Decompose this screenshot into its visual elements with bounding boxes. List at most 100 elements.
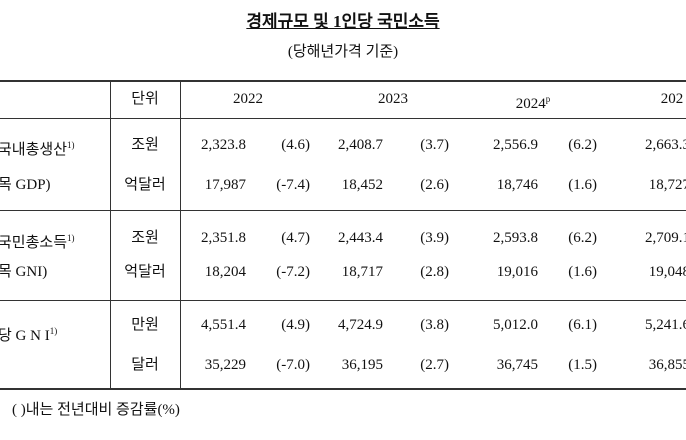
text: 국민총소득 (0, 235, 68, 251)
change: (-7.0) (250, 355, 310, 375)
value: 2,593.8 (448, 228, 538, 248)
change: (1.6) (537, 175, 597, 195)
text: 만원 (131, 317, 159, 333)
rule (0, 300, 686, 301)
text: (6.2) (568, 137, 597, 153)
unit: 만원 (110, 315, 180, 335)
text: 36,855 (648, 357, 686, 373)
value: 5,241.6 (600, 315, 686, 335)
text: 18,746 (496, 177, 538, 193)
text: (1.6) (568, 264, 597, 280)
row-label: 당 G N I1) (0, 321, 110, 346)
text: (3.8) (420, 317, 449, 333)
subtitle: (당해년가격 기준) (287, 44, 399, 60)
text: 2,556.9 (493, 137, 538, 153)
value: 19,016 (448, 262, 538, 282)
text: (6.1) (568, 317, 597, 333)
text: 2024 (515, 96, 546, 112)
text: 2,443.4 (338, 230, 383, 246)
value: 36,745 (448, 355, 538, 375)
rule (0, 388, 686, 390)
change: (2.8) (389, 262, 449, 282)
text: (-7.0) (276, 357, 310, 373)
row-label: 목 GNI) (0, 262, 110, 282)
superscript: 1) (49, 326, 58, 336)
value: 36,195 (293, 355, 383, 375)
text: 5,012.0 (493, 317, 538, 333)
value: 2,443.4 (293, 228, 383, 248)
text: 4,724.9 (338, 317, 383, 333)
change: (6.2) (537, 228, 597, 248)
column-rule (110, 80, 111, 388)
value: 18,746 (448, 175, 538, 195)
change: (2.6) (389, 175, 449, 195)
superscript: 1) (67, 140, 75, 150)
change: (3.7) (389, 135, 449, 155)
value: 5,012.0 (448, 315, 538, 335)
text: 19,048 (648, 264, 686, 280)
value: 4,724.9 (293, 315, 383, 335)
rule (0, 210, 686, 211)
value: 35,229 (156, 355, 246, 375)
unit: 조원 (110, 228, 180, 248)
superscript: 1) (67, 233, 75, 243)
text: 억달러 (124, 264, 166, 280)
unit: 억달러 (110, 262, 180, 282)
unit: 조원 (110, 135, 180, 155)
row-label: 국내총생산1) (0, 135, 110, 160)
text: 36,195 (341, 357, 383, 373)
text: 2,323.8 (201, 137, 246, 153)
rule (0, 118, 686, 119)
text: (-7.4) (276, 177, 310, 193)
year-header: 2024p (483, 89, 583, 114)
value: 2,556.9 (448, 135, 538, 155)
unit-header: 단위 (110, 89, 180, 109)
unit: 억달러 (110, 175, 180, 195)
text: 18,727 (648, 177, 686, 193)
superscript: p (545, 94, 551, 104)
value: 2,408.7 (293, 135, 383, 155)
text: 202 (660, 91, 684, 107)
value: 18,727 (600, 175, 686, 195)
text: 2,709.1 (645, 230, 686, 246)
text: (4.6) (281, 137, 310, 153)
value: 18,452 (293, 175, 383, 195)
text: (3.9) (420, 230, 449, 246)
text: 18,717 (341, 264, 383, 280)
change: (3.8) (389, 315, 449, 335)
footnote: ( )내는 전년대비 증감률(%) (12, 402, 180, 418)
text: 억달러 (124, 177, 166, 193)
text: 국내총생산 (0, 142, 68, 158)
text: 2,408.7 (338, 137, 383, 153)
year-header: 202 (622, 89, 686, 109)
value: 18,717 (293, 262, 383, 282)
year-header: 2022 (198, 89, 298, 109)
text: 조원 (131, 137, 159, 153)
value: 2,663.3 (600, 135, 686, 155)
year-header: 2023 (343, 89, 443, 109)
text: 조원 (131, 230, 159, 246)
text: 36,745 (496, 357, 538, 373)
row-label: 국민총소득1) (0, 228, 110, 253)
change: (2.7) (389, 355, 449, 375)
text: 목 GDP) (0, 177, 51, 193)
text: 18,204 (204, 264, 246, 280)
value: 17,987 (156, 175, 246, 195)
change: (1.5) (537, 355, 597, 375)
unit: 달러 (110, 355, 180, 375)
change: (4.9) (250, 315, 310, 335)
text: 당 G N I (0, 328, 50, 344)
text: 목 GNI) (0, 264, 48, 280)
title-wrap: 경제규모 및 1인당 국민소득 (0, 12, 686, 32)
text: 19,016 (496, 264, 538, 280)
text: (4.9) (281, 317, 310, 333)
column-rule (180, 80, 181, 388)
text: 2,663.3 (645, 137, 686, 153)
text: (6.2) (568, 230, 597, 246)
change: (4.7) (250, 228, 310, 248)
change: (-7.4) (250, 175, 310, 195)
text: (1.5) (568, 357, 597, 373)
text: 35,229 (204, 357, 246, 373)
text: (2.6) (420, 177, 449, 193)
